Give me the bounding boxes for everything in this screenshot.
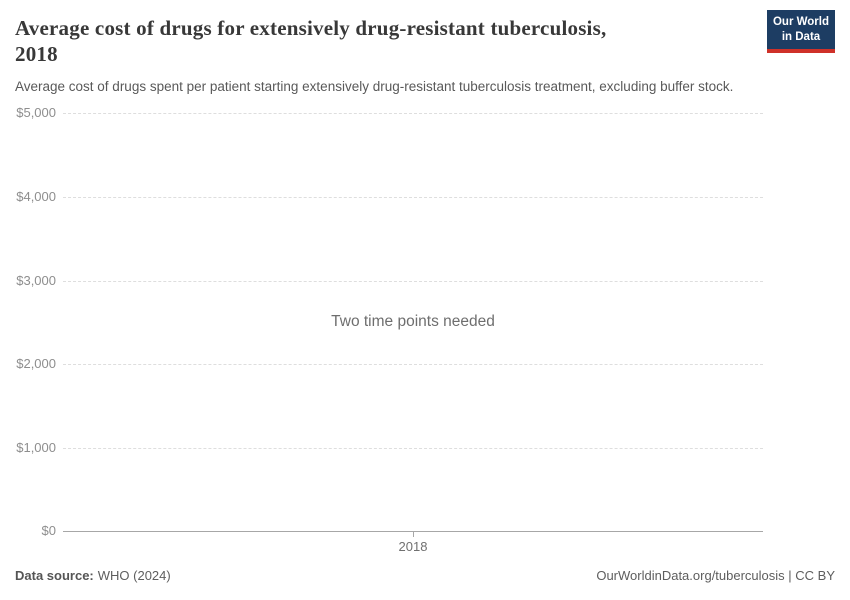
owid-logo-line-1: Our World — [772, 15, 829, 28]
data-source-value: WHO (2024) — [97, 568, 171, 583]
page-title-line-2: 2018 — [15, 42, 58, 66]
owid-logo[interactable]: Our World in Data — [767, 10, 835, 53]
y-tick-label-1000: $1,000 — [16, 440, 56, 455]
gridline-2000 — [63, 364, 763, 365]
data-source: Data source: WHO (2024) — [15, 568, 171, 583]
chart-subtitle: Average cost of drugs spent per patient … — [15, 79, 734, 94]
x-tick-mark-2018 — [413, 531, 414, 537]
gridline-4000 — [63, 197, 763, 198]
page-title: Average cost of drugs for extensively dr… — [15, 15, 750, 67]
y-tick-label-5000: $5,000 — [16, 105, 56, 120]
x-tick-label-2018: 2018 — [398, 539, 428, 554]
y-tick-label-4000: $4,000 — [16, 189, 56, 204]
page-title-line-1: Average cost of drugs for extensively dr… — [15, 16, 607, 40]
gridline-3000 — [63, 281, 763, 282]
gridline-5000 — [63, 113, 763, 114]
no-data-message: Two time points needed — [331, 313, 495, 330]
gridline-1000 — [63, 448, 763, 449]
y-tick-label-3000: $3,000 — [16, 273, 56, 288]
y-tick-label-2000: $2,000 — [16, 356, 56, 371]
chart-footer: Data source: WHO (2024) OurWorldinData.or… — [15, 568, 835, 583]
data-source-label: Data source: — [15, 568, 94, 583]
y-tick-label-0: $0 — [41, 523, 56, 538]
attribution-link[interactable]: OurWorldinData.org/tuberculosis | CC BY — [596, 568, 835, 583]
chart-header: Average cost of drugs for extensively dr… — [15, 15, 750, 96]
owid-logo-line-2: in Data — [781, 30, 821, 43]
